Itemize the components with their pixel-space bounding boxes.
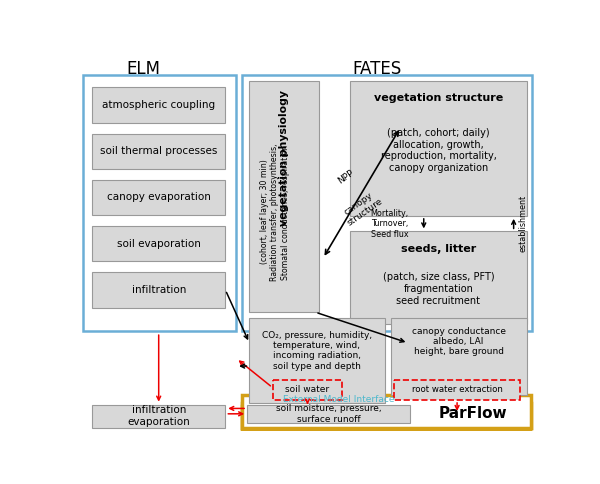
Bar bbox=[247, 405, 410, 423]
Bar bbox=[250, 81, 319, 312]
Bar bbox=[92, 180, 226, 215]
Bar bbox=[92, 226, 226, 261]
Bar bbox=[242, 403, 532, 428]
Text: (patch, cohort; daily)
allocation, growth,
reproduction, mortality,
canopy organ: (patch, cohort; daily) allocation, growt… bbox=[380, 128, 496, 173]
Bar bbox=[242, 75, 532, 331]
Bar bbox=[250, 318, 385, 403]
Text: (cohort, leaf layer; 30 min)
Radiation transfer, photosynthesis,
Stomatal conduc: (cohort, leaf layer; 30 min) Radiation t… bbox=[260, 143, 290, 281]
Bar bbox=[391, 318, 527, 395]
Text: soil evaporation: soil evaporation bbox=[117, 239, 200, 249]
Text: infiltration: infiltration bbox=[131, 285, 186, 295]
Text: establishment: establishment bbox=[518, 195, 527, 252]
Text: ELM: ELM bbox=[126, 60, 160, 78]
Text: CO₂, pressure, humidity,
temperature, wind,
incoming radiation,
soil type and de: CO₂, pressure, humidity, temperature, wi… bbox=[262, 331, 372, 371]
Bar bbox=[350, 81, 527, 216]
Bar bbox=[92, 405, 226, 428]
Bar bbox=[92, 272, 226, 307]
Bar bbox=[83, 75, 236, 331]
Text: External Model Interface: External Model Interface bbox=[283, 394, 394, 404]
Bar bbox=[272, 380, 343, 400]
Text: canopy
structure: canopy structure bbox=[339, 188, 384, 228]
Bar bbox=[242, 406, 530, 431]
Bar bbox=[242, 395, 532, 428]
Text: root water extraction: root water extraction bbox=[412, 385, 503, 394]
Text: soil thermal processes: soil thermal processes bbox=[100, 146, 217, 156]
Text: NPP: NPP bbox=[337, 169, 356, 186]
Text: FATES: FATES bbox=[353, 60, 402, 78]
Bar bbox=[92, 87, 226, 123]
Text: vegetation structure: vegetation structure bbox=[374, 93, 503, 103]
Text: ParFlow: ParFlow bbox=[439, 407, 508, 421]
Text: soil water: soil water bbox=[286, 385, 329, 394]
Bar bbox=[92, 134, 226, 169]
Text: canopy evaporation: canopy evaporation bbox=[107, 193, 211, 202]
Text: infiltration
evaporation: infiltration evaporation bbox=[127, 405, 190, 427]
Text: seeds, litter: seeds, litter bbox=[401, 244, 476, 254]
Text: atmospheric coupling: atmospheric coupling bbox=[102, 100, 215, 110]
Bar bbox=[394, 380, 520, 400]
Text: canopy conductance
albedo, LAI
height, bare ground: canopy conductance albedo, LAI height, b… bbox=[412, 327, 506, 356]
Text: Mortality,
Turnover,
Seed flux: Mortality, Turnover, Seed flux bbox=[370, 209, 408, 239]
Text: soil moisture, pressure,
surface runoff: soil moisture, pressure, surface runoff bbox=[275, 404, 381, 424]
Text: (patch, size class, PFT)
fragmentation
seed recruitment: (patch, size class, PFT) fragmentation s… bbox=[383, 272, 494, 306]
Text: vegetation physiology: vegetation physiology bbox=[279, 90, 289, 226]
Bar bbox=[350, 231, 527, 324]
